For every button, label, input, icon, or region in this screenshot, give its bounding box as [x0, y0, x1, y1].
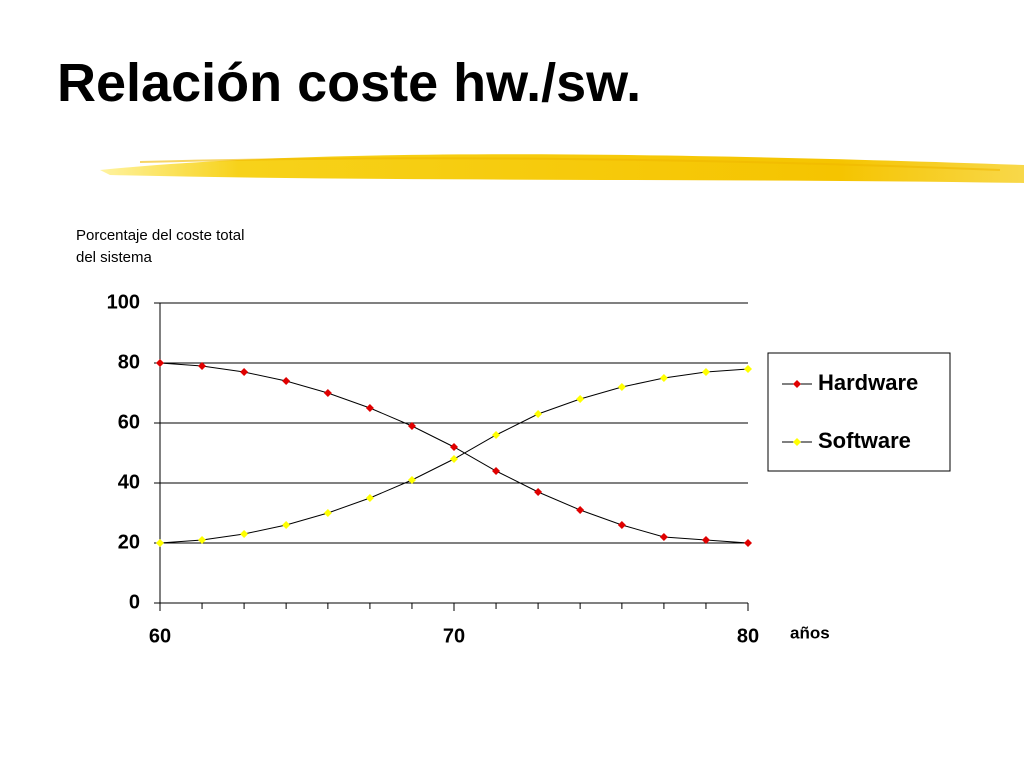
y-axis-label: Porcentaje del coste total del sistema — [76, 227, 245, 266]
legend-label: Software — [818, 428, 911, 453]
data-point — [323, 389, 332, 397]
y-tick-label: 0 — [129, 591, 140, 613]
series-line — [159, 362, 749, 544]
x-axis-label: años — [790, 623, 830, 642]
data-point — [576, 506, 585, 514]
data-point — [240, 530, 249, 538]
data-point — [617, 383, 626, 391]
y-tick-label: 60 — [118, 411, 140, 433]
data-point — [492, 431, 501, 439]
data-point — [240, 368, 249, 376]
data-point — [534, 488, 543, 496]
data-point — [576, 395, 585, 403]
data-point — [198, 536, 207, 544]
data-point — [744, 365, 752, 373]
x-tick-label: 70 — [443, 625, 465, 647]
legend-label: Hardware — [818, 370, 918, 395]
data-point — [365, 404, 374, 412]
data-point — [701, 536, 710, 544]
x-tick-label: 60 — [149, 625, 171, 647]
brush-stroke — [100, 154, 1024, 183]
data-point — [407, 422, 416, 430]
data-point — [407, 476, 416, 484]
plot: 0 20 40 60 80 100 60 70 80 años Hardware Software — [107, 291, 951, 647]
y-tick-label: 20 — [118, 531, 140, 553]
slide-title: Relación coste hw./sw. — [57, 53, 642, 113]
data-point — [450, 455, 458, 463]
data-point — [156, 359, 164, 367]
data-point — [282, 521, 291, 529]
y-tick-label: 80 — [118, 351, 140, 373]
data-point — [659, 533, 668, 541]
legend-marker — [793, 438, 801, 446]
data-point — [450, 443, 458, 451]
data-point — [744, 539, 752, 547]
data-point — [617, 521, 626, 529]
data-point — [156, 539, 164, 547]
x-tick-label: 80 — [737, 625, 759, 647]
data-point — [701, 368, 710, 376]
brush-detail — [139, 157, 1001, 171]
data-point — [198, 362, 207, 370]
data-point — [492, 467, 501, 475]
legend-marker — [793, 380, 801, 388]
data-point — [282, 377, 291, 385]
y-tick-label: 40 — [118, 471, 140, 493]
data-point — [323, 509, 332, 517]
data-point — [659, 374, 668, 382]
y-tick-label: 100 — [107, 291, 140, 313]
data-point — [365, 494, 374, 502]
legend-box — [767, 352, 951, 472]
data-point — [534, 410, 543, 418]
